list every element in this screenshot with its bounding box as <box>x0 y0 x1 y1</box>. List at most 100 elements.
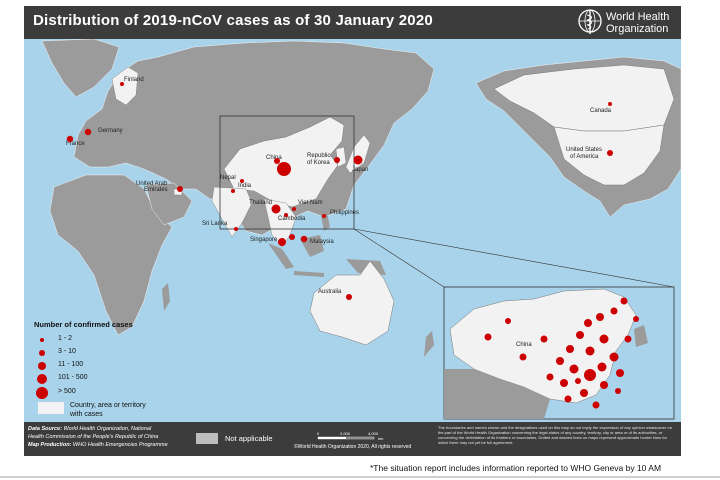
label-philippines: Philippines <box>330 210 359 216</box>
inset-marker <box>610 307 618 315</box>
label-viet-nam: Viet Nam <box>298 200 323 206</box>
inset-marker <box>597 362 607 372</box>
label-japan: Japan <box>352 167 368 173</box>
scale-label-2000: 2,000 <box>340 431 351 436</box>
legend-dot-101-500 <box>37 374 47 384</box>
inset-marker <box>540 335 548 343</box>
inset-marker <box>620 297 628 305</box>
china-inset-map: China <box>443 286 675 420</box>
china-region-frame <box>219 115 355 230</box>
land-madagascar <box>162 283 170 311</box>
who-logo-text: World Health Organization <box>606 11 669 35</box>
inset-marker <box>580 389 588 397</box>
inset-marker <box>576 331 584 339</box>
inset-marker <box>575 378 581 384</box>
case-marker-nepal <box>240 179 244 183</box>
inset-land-neighbors <box>444 369 550 419</box>
inset-connector-left <box>353 228 445 288</box>
inset-marker <box>615 388 621 394</box>
map-production-line: Map Production: WHO Health Emergencies P… <box>28 442 168 448</box>
label-thailand: Thailand <box>249 200 272 206</box>
label-australia: Australia <box>318 289 342 295</box>
case-marker-singapore <box>278 238 286 246</box>
label-korea-line1: Republic <box>307 153 330 159</box>
case-marker-malaysia <box>289 234 295 240</box>
case-marker-uae <box>177 186 183 192</box>
legend-territory-swatch <box>38 402 64 414</box>
inset-connector-right <box>353 228 675 288</box>
who-logo: World Health Organization <box>576 7 680 39</box>
inset-marker <box>600 381 608 389</box>
legend-dot-11-100 <box>38 362 46 370</box>
inset-marker <box>584 319 592 327</box>
legend-class-1-2: 1 - 2 <box>58 335 73 342</box>
label-cambodia: Cambodia <box>278 216 306 222</box>
case-marker-australia <box>346 294 352 300</box>
country-labels: Finland Germany France United Arab Emira… <box>66 77 612 295</box>
inset-marker <box>546 373 554 381</box>
land-australia <box>309 260 395 346</box>
who-logo-line2: Organization <box>606 23 669 35</box>
case-marker-philippines <box>322 214 326 218</box>
data-source-line2: Health Commission of the People's Republ… <box>28 434 159 440</box>
case-marker-korea <box>334 157 340 163</box>
label-usa-line1: United States <box>566 147 602 153</box>
label-uae-line2: Emirates <box>144 187 168 193</box>
data-source-line1: Data Source: World Health Organization, … <box>28 426 151 432</box>
case-markers <box>66 82 613 300</box>
land-africa <box>49 174 173 336</box>
world-map: China Finland Germany France United Arab… <box>41 39 681 420</box>
label-korea-line2: of Korea <box>307 160 330 166</box>
inset-land-korea <box>634 325 648 347</box>
legend-territory-line1: Country, area or territory <box>70 402 146 409</box>
inset-marker <box>560 379 568 387</box>
case-marker-finland <box>120 82 124 86</box>
case-marker-cambodia <box>284 213 288 217</box>
land-greenland <box>41 39 120 98</box>
inset-marker <box>596 313 604 321</box>
copyright-text: ©World Health Organization 2020, All rig… <box>294 444 412 450</box>
inset-marker <box>585 346 595 356</box>
case-marker-malaysia-2 <box>300 235 308 243</box>
inset-marker <box>633 316 639 322</box>
land-philippines <box>320 207 330 231</box>
case-marker-viet-nam <box>292 207 296 211</box>
label-uae-line1: United Arab <box>136 181 168 187</box>
label-germany: Germany <box>98 128 123 134</box>
legend-territory-label: Country, area or territory with cases <box>70 401 180 419</box>
inset-label-china: China <box>516 342 532 348</box>
legend-territory-line2: with cases <box>70 411 103 418</box>
map-frame: Distribution of 2019-nCoV cases as of 30… <box>24 6 681 456</box>
legend-class-101-500: 101 - 500 <box>58 374 88 381</box>
situation-report-note: *The situation report includes informati… <box>370 463 662 473</box>
inset-marker <box>519 353 527 361</box>
inset-marker <box>569 364 579 374</box>
label-india: India <box>238 183 252 189</box>
data-source-label: Data Source: <box>28 426 62 432</box>
map-title: Distribution of 2019-nCoV cases as of 30… <box>33 12 433 29</box>
inset-marker <box>564 395 572 403</box>
case-marker-canada <box>608 102 612 106</box>
case-marker-usa <box>607 150 613 156</box>
label-nepal: Nepal <box>220 175 236 181</box>
case-marker-thailand <box>271 204 281 214</box>
case-marker-japan <box>353 155 363 165</box>
label-china: China <box>266 155 282 161</box>
scale-unit: km <box>378 436 384 441</box>
case-marker-france <box>66 135 74 143</box>
legend-dot-1-2 <box>40 338 44 342</box>
bottom-divider <box>0 476 720 478</box>
inset-marker <box>566 345 574 353</box>
label-sri-lanka: Sri Lanka <box>202 221 228 227</box>
label-france: France <box>66 141 85 147</box>
inset-marker <box>592 401 600 409</box>
inset-marker <box>584 369 596 381</box>
map-footer: Data Source: World Health Organization, … <box>24 422 681 456</box>
inset-marker <box>609 352 619 362</box>
case-marker-china <box>277 162 291 176</box>
inset-marker <box>505 318 511 324</box>
who-logo-line1: World Health <box>606 11 670 23</box>
disclaimer-text: The boundaries and names shown and the d… <box>438 425 672 445</box>
map-production-text: WHO Health Emergencies Programme <box>72 442 168 448</box>
case-marker-germany <box>84 128 92 136</box>
